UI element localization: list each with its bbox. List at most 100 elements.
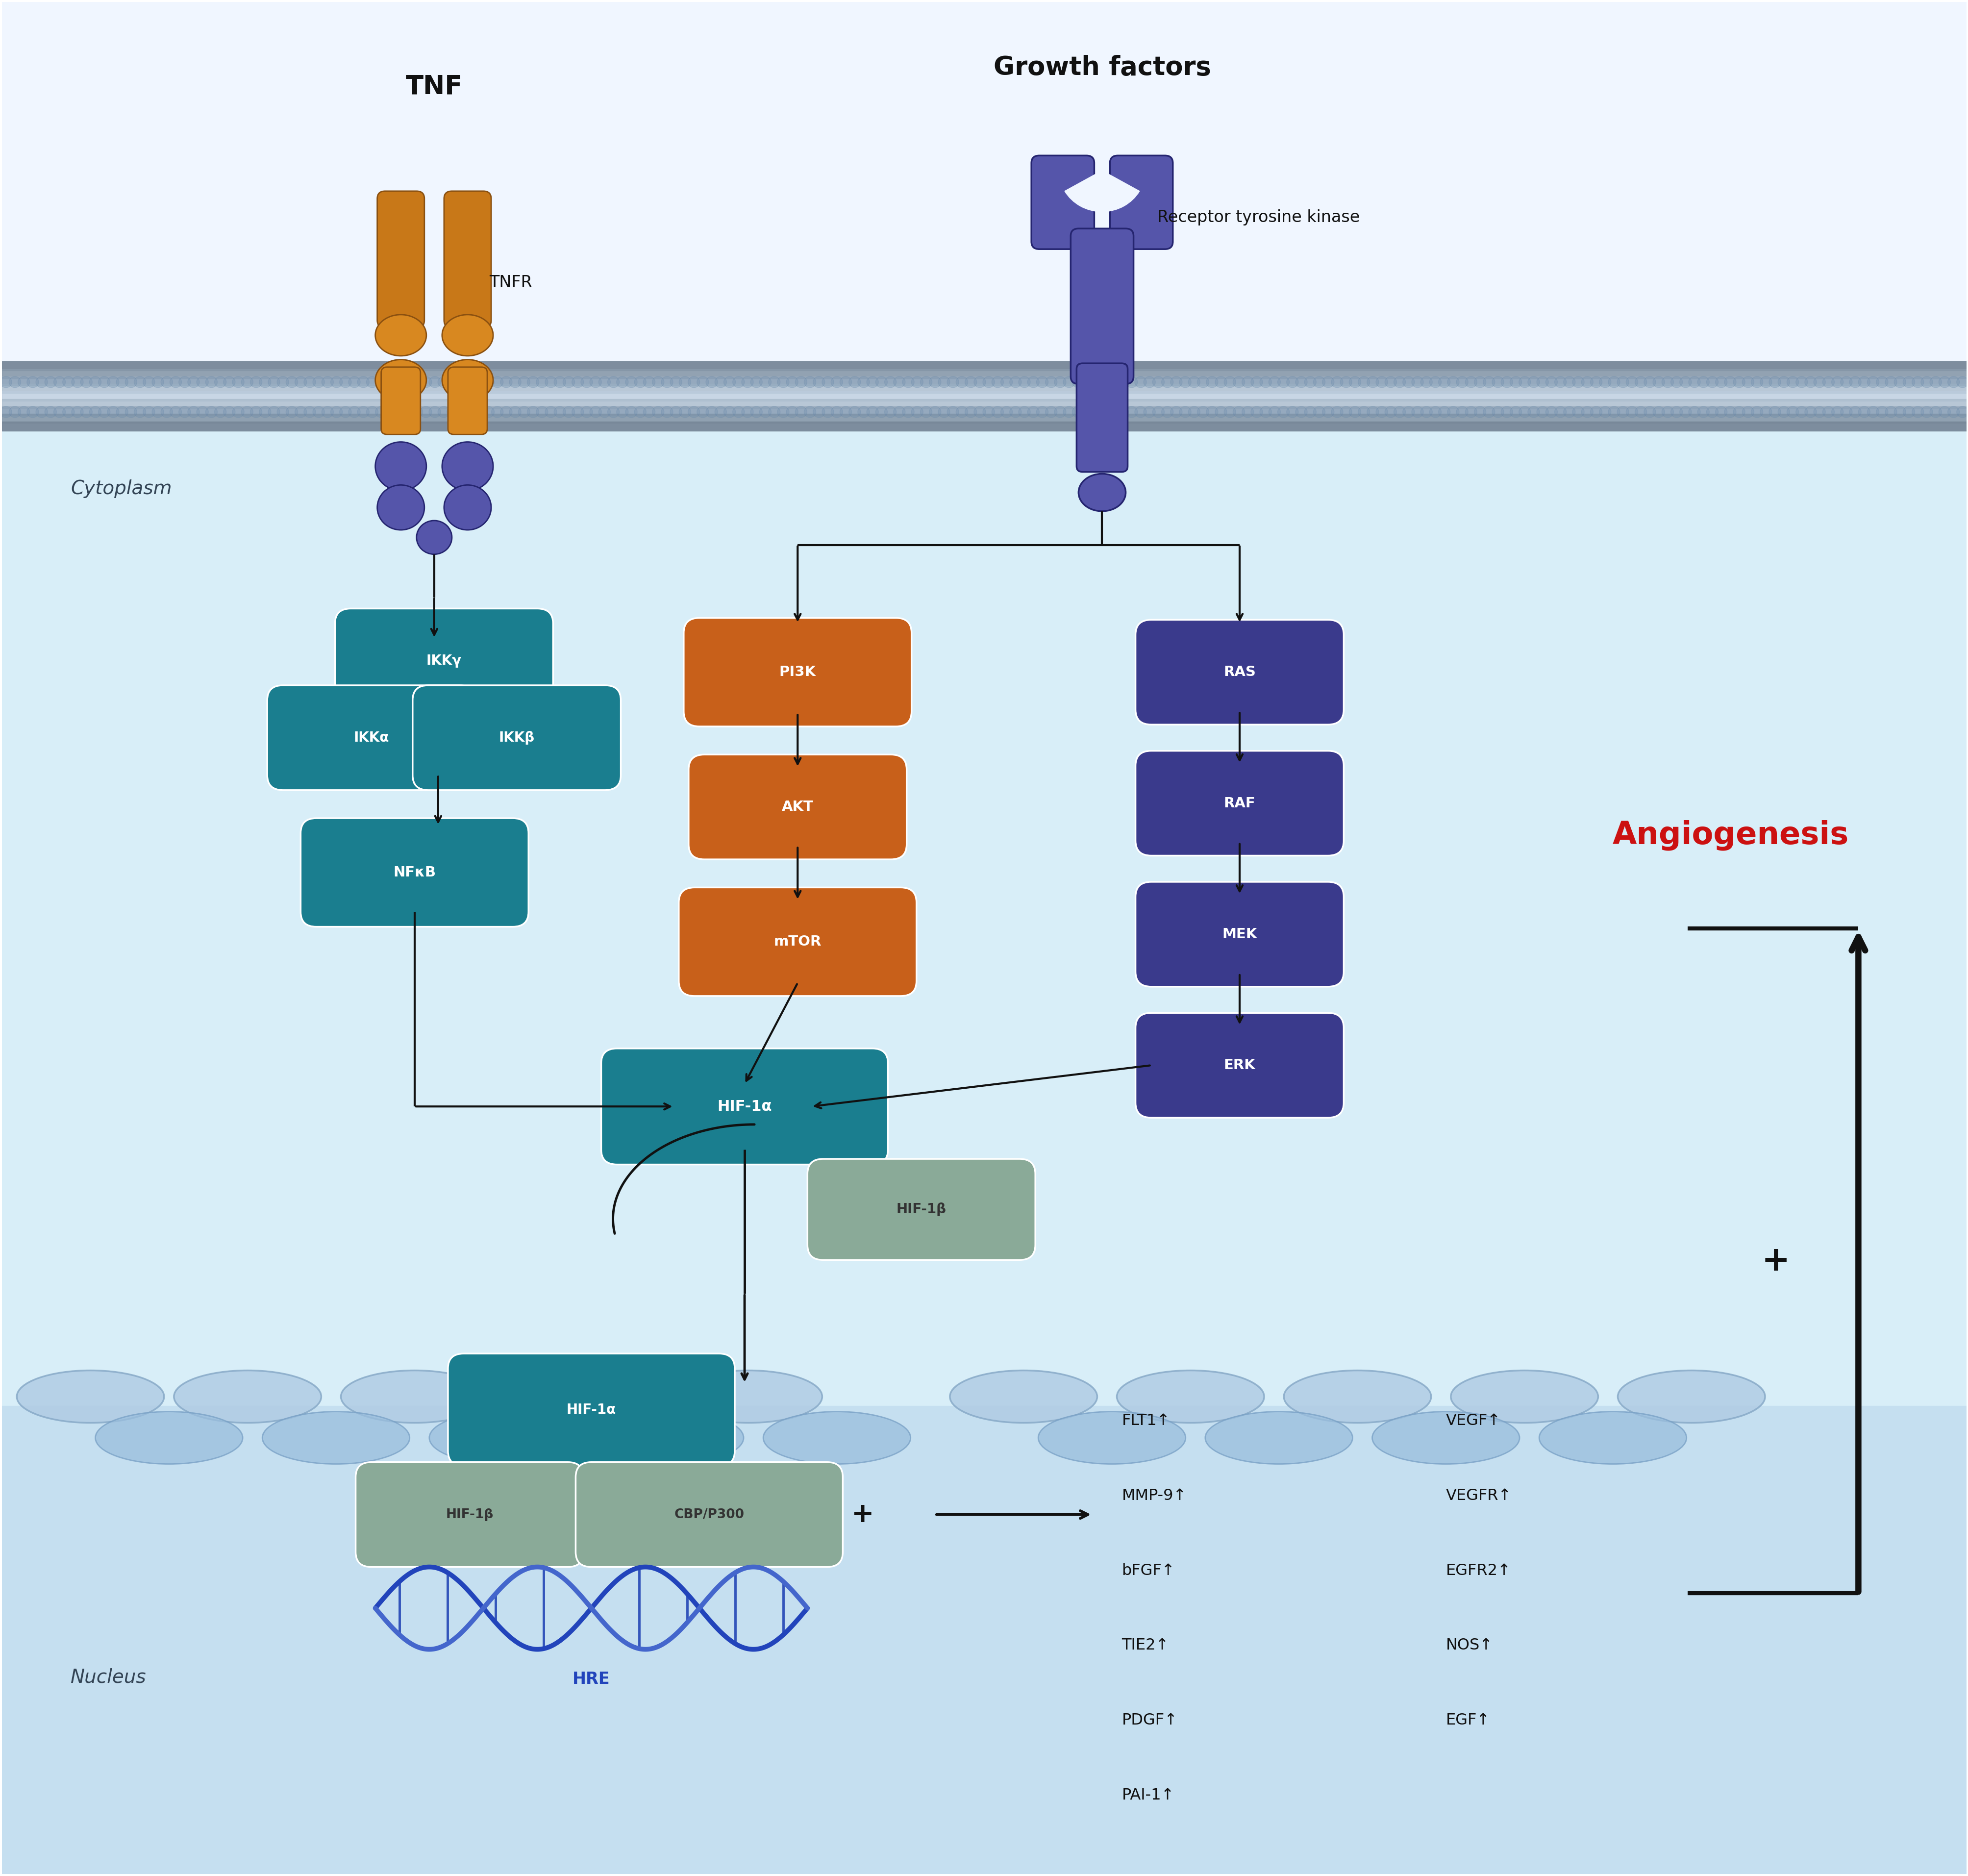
Circle shape (1858, 377, 1870, 388)
Circle shape (1519, 407, 1531, 418)
Circle shape (1322, 407, 1334, 418)
FancyBboxPatch shape (1136, 750, 1344, 855)
Circle shape (1885, 407, 1897, 418)
Circle shape (921, 377, 931, 388)
Circle shape (45, 377, 57, 388)
Circle shape (724, 377, 736, 388)
Circle shape (1759, 377, 1771, 388)
Circle shape (303, 407, 315, 418)
Circle shape (1929, 407, 1940, 418)
Circle shape (982, 407, 994, 418)
Ellipse shape (340, 1369, 488, 1422)
FancyBboxPatch shape (449, 1354, 734, 1465)
Circle shape (1464, 377, 1476, 388)
Circle shape (224, 377, 234, 388)
Circle shape (974, 407, 986, 418)
Circle shape (1421, 407, 1433, 418)
Circle shape (215, 377, 226, 388)
Circle shape (285, 377, 297, 388)
Circle shape (1313, 407, 1324, 418)
Circle shape (1911, 377, 1923, 388)
Circle shape (974, 377, 986, 388)
Circle shape (777, 407, 789, 418)
Circle shape (1055, 377, 1067, 388)
Circle shape (1073, 377, 1084, 388)
Circle shape (260, 377, 272, 388)
Circle shape (1706, 407, 1718, 418)
Circle shape (187, 407, 199, 418)
Circle shape (45, 407, 57, 418)
Circle shape (1653, 377, 1665, 388)
Circle shape (1509, 377, 1521, 388)
Text: TNFR: TNFR (490, 274, 531, 291)
Circle shape (1250, 407, 1261, 418)
Circle shape (1777, 407, 1789, 418)
Text: CBP/P300: CBP/P300 (673, 1508, 744, 1521)
Circle shape (169, 377, 181, 388)
Circle shape (1037, 407, 1047, 418)
Circle shape (331, 407, 342, 418)
Circle shape (956, 377, 968, 388)
Circle shape (679, 377, 691, 388)
Circle shape (1027, 377, 1039, 388)
Circle shape (116, 377, 128, 388)
Circle shape (1197, 377, 1208, 388)
Circle shape (813, 407, 825, 418)
Circle shape (464, 407, 476, 418)
Circle shape (260, 407, 272, 418)
Circle shape (108, 407, 118, 418)
Circle shape (1850, 407, 1860, 418)
Ellipse shape (764, 1411, 911, 1463)
Text: Nucleus: Nucleus (71, 1668, 146, 1687)
Circle shape (81, 377, 92, 388)
Circle shape (689, 407, 699, 418)
Text: HIF-1α: HIF-1α (567, 1403, 616, 1416)
Circle shape (590, 377, 602, 388)
Circle shape (1045, 377, 1057, 388)
Wedge shape (1065, 171, 1139, 212)
Ellipse shape (1037, 1411, 1185, 1463)
Circle shape (1724, 377, 1736, 388)
Circle shape (1626, 407, 1637, 418)
Circle shape (437, 407, 449, 418)
Ellipse shape (1204, 1411, 1352, 1463)
Circle shape (1277, 377, 1289, 388)
Circle shape (411, 377, 423, 388)
Circle shape (411, 407, 423, 418)
Circle shape (1287, 377, 1299, 388)
Circle shape (545, 377, 557, 388)
Circle shape (1393, 377, 1405, 388)
Circle shape (563, 407, 575, 418)
Text: PDGF↑: PDGF↑ (1122, 1713, 1177, 1728)
Ellipse shape (951, 1369, 1096, 1422)
Circle shape (1509, 407, 1521, 418)
Circle shape (1197, 407, 1208, 418)
Circle shape (492, 377, 504, 388)
Ellipse shape (1283, 1369, 1431, 1422)
Ellipse shape (376, 360, 427, 401)
FancyBboxPatch shape (301, 818, 527, 927)
Circle shape (1143, 407, 1155, 418)
Circle shape (1189, 407, 1200, 418)
Circle shape (313, 377, 325, 388)
Circle shape (581, 377, 592, 388)
Circle shape (169, 407, 181, 418)
Circle shape (28, 377, 39, 388)
Circle shape (1403, 407, 1415, 418)
Circle shape (63, 407, 75, 418)
Circle shape (1098, 407, 1110, 418)
Circle shape (1330, 377, 1342, 388)
Circle shape (1126, 407, 1138, 418)
Circle shape (876, 377, 888, 388)
Circle shape (1572, 377, 1584, 388)
Circle shape (1643, 407, 1655, 418)
Ellipse shape (1450, 1369, 1598, 1422)
Circle shape (1903, 407, 1915, 418)
Circle shape (1214, 407, 1226, 418)
Circle shape (71, 377, 83, 388)
Bar (2, 1405, 1966, 1874)
Circle shape (1232, 377, 1244, 388)
Circle shape (1403, 377, 1415, 388)
Circle shape (1876, 377, 1887, 388)
Circle shape (401, 377, 413, 388)
